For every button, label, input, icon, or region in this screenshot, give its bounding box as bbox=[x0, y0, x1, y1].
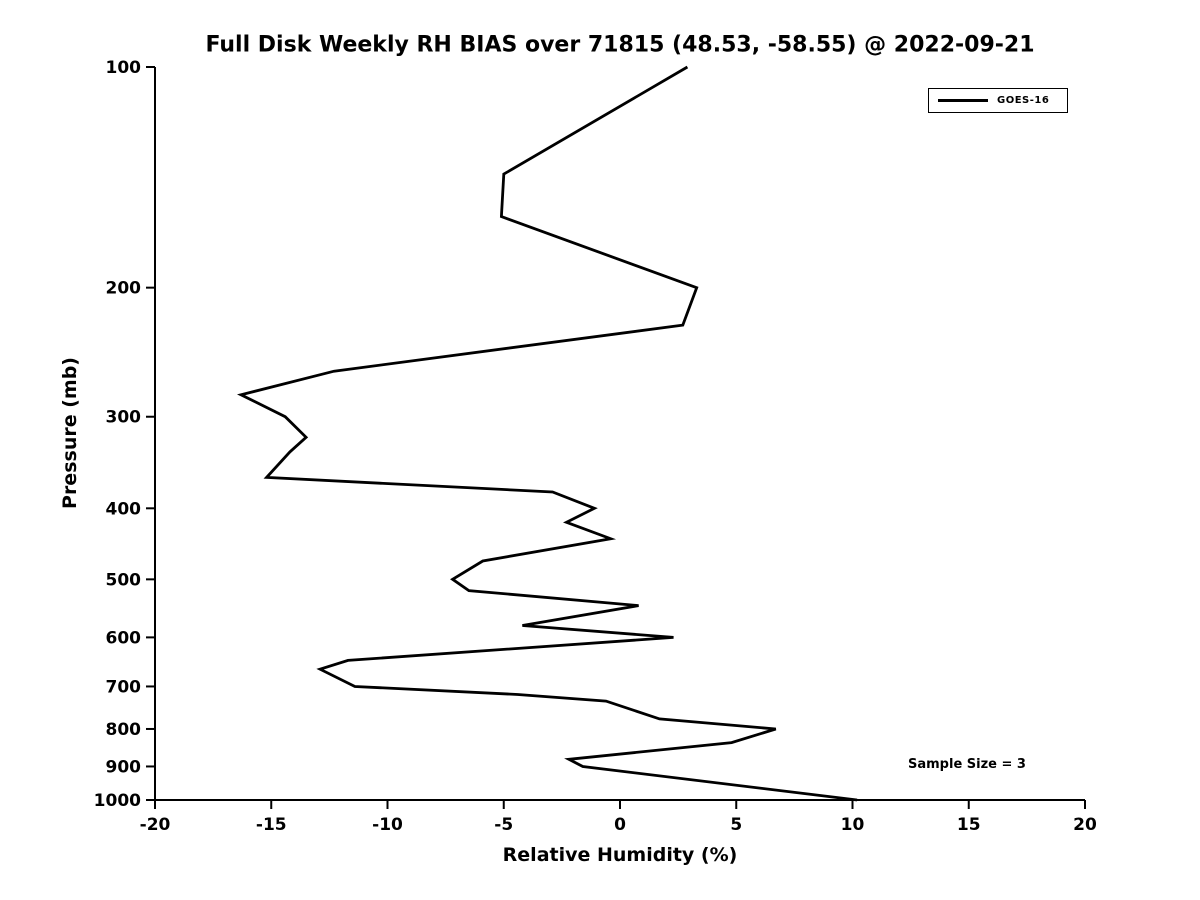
x-tick-label: 15 bbox=[957, 815, 981, 835]
legend: GOES-16 bbox=[928, 88, 1068, 113]
x-tick-label: 5 bbox=[730, 815, 742, 835]
legend-line-sample bbox=[938, 99, 988, 102]
y-tick-label: 900 bbox=[106, 757, 142, 777]
y-tick-label: 500 bbox=[106, 570, 142, 590]
legend-entry-label: GOES-16 bbox=[997, 95, 1050, 106]
x-tick-label: -20 bbox=[140, 815, 171, 835]
y-tick-label: 200 bbox=[106, 279, 142, 299]
y-tick-label: 400 bbox=[106, 499, 142, 519]
y-tick-label: 800 bbox=[106, 720, 142, 740]
x-axis-label: Relative Humidity (%) bbox=[502, 844, 738, 866]
sample-size-annotation: Sample Size = 3 bbox=[908, 757, 1026, 772]
x-tick-label: 0 bbox=[614, 815, 626, 835]
rh-bias-line bbox=[236, 65, 858, 802]
x-tick-label: 10 bbox=[841, 815, 865, 835]
y-tick-label: 600 bbox=[106, 628, 142, 648]
x-tick-label: -10 bbox=[372, 815, 403, 835]
y-tick-label: 700 bbox=[106, 677, 142, 697]
y-tick-label: 100 bbox=[106, 58, 142, 78]
y-tick-label: 300 bbox=[106, 408, 142, 428]
x-tick-label: -15 bbox=[256, 815, 287, 835]
chart-title: Full Disk Weekly RH BIAS over 71815 (48.… bbox=[205, 32, 1035, 58]
x-tick-label: -5 bbox=[494, 815, 513, 835]
y-tick-label: 1000 bbox=[94, 791, 141, 811]
x-tick-label: 20 bbox=[1073, 815, 1097, 835]
